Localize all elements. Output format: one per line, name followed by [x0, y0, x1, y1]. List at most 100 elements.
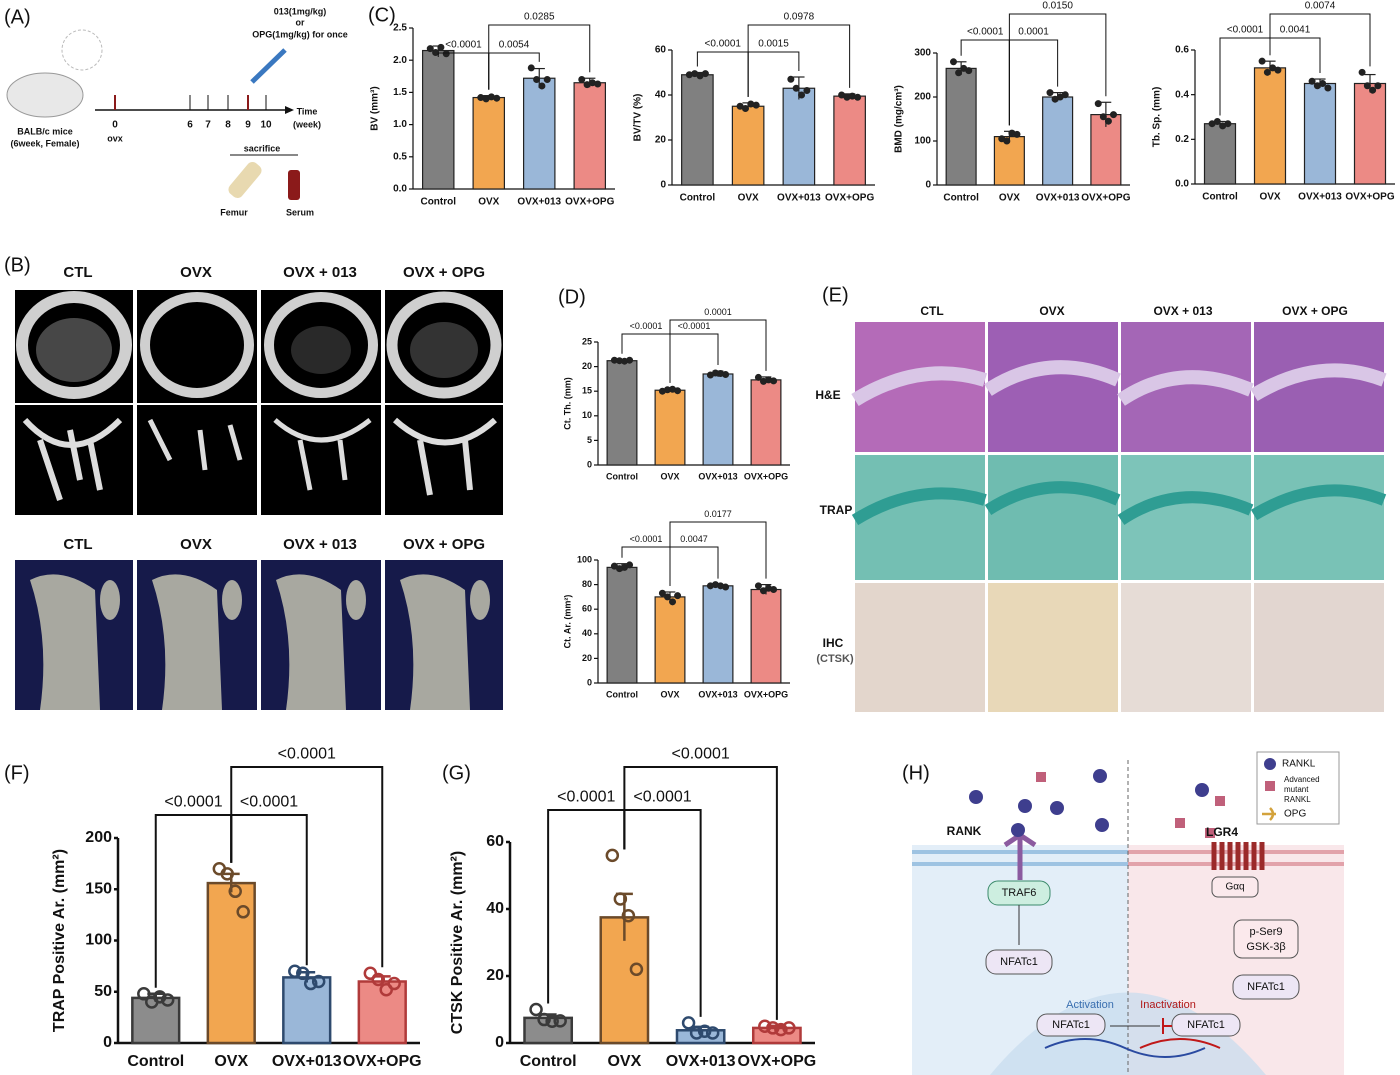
data-point [220, 867, 235, 881]
p-value: 0.0054 [499, 40, 530, 51]
p-value: <0.0001 [240, 793, 298, 810]
data-point [1099, 113, 1107, 121]
node-label: NFATc1 [1247, 981, 1285, 993]
data-point [949, 58, 957, 66]
cortex [140, 292, 254, 398]
bar [993, 136, 1025, 186]
panel-label: (B) [4, 254, 31, 276]
trap-image [988, 455, 1118, 580]
legend-label: RANKL [1284, 795, 1311, 804]
bone [276, 574, 346, 710]
x-tick-label: OVX [999, 193, 1020, 204]
p-value: <0.0001 [967, 27, 1004, 38]
bar [750, 588, 782, 684]
data-point [741, 105, 749, 112]
data-point [754, 373, 762, 381]
bone [152, 574, 222, 710]
y-tick-label: 5 [587, 435, 592, 445]
bone [470, 580, 490, 620]
x-tick-label: OVX+OPG [1345, 192, 1394, 203]
x-tick-label: OVX+013 [517, 197, 561, 208]
bar [731, 105, 765, 186]
y-tick-label: 60 [582, 604, 592, 614]
mutant [1215, 796, 1225, 806]
p-value: <0.0001 [633, 788, 691, 805]
data-point [538, 82, 546, 90]
data-point [527, 64, 535, 72]
data-point [798, 91, 806, 99]
data-point [782, 1021, 796, 1035]
y-tick-label: 40 [655, 90, 667, 101]
x-tick-label: OVX+013 [1298, 192, 1342, 203]
bar-chart: 0 50 100 150 200 TRAP Positive Ar. (mm²) Contr… [51, 745, 421, 1070]
cortex [16, 291, 132, 399]
node-label: NFATc1 [1000, 956, 1038, 968]
bar [681, 74, 714, 186]
y-tick-label: 0 [925, 180, 931, 191]
dna [1139, 1038, 1221, 1049]
arrow [1018, 905, 1160, 1027]
bar [654, 389, 686, 466]
y-tick-label: 20 [582, 653, 592, 663]
x-tick-label: Control [606, 689, 638, 699]
column-label: OVX [180, 536, 212, 553]
column-label: OVX + 013 [1153, 304, 1212, 318]
column-label: CTL [63, 264, 92, 281]
data-point [1263, 68, 1271, 76]
week: 6 [187, 120, 193, 131]
column-label: OVX + 013 [283, 264, 357, 281]
panel-b: CTL OVX OVX + 013 OVX + OPG CTL OVX OVX … [15, 264, 503, 710]
bar [282, 976, 332, 1045]
data-point [803, 87, 811, 94]
cartilage [851, 481, 1387, 526]
panel-label: (G) [442, 762, 471, 784]
x-tick-label: OVX [738, 193, 759, 204]
node-label: NFATc1 [1052, 1019, 1090, 1031]
panel-label: (A) [4, 6, 31, 28]
data-point [955, 69, 963, 77]
bar [1203, 123, 1237, 185]
cartilage [851, 360, 1387, 406]
data-point [752, 101, 760, 109]
y-tick-label: 2.0 [393, 55, 407, 66]
y-tick-label: 20 [486, 967, 504, 984]
y-axis-label: Tb. Sp. (mm) [1152, 87, 1163, 148]
data-point [669, 598, 677, 606]
bar [522, 77, 556, 190]
row-label: H&E [815, 388, 840, 402]
week: 0 [112, 120, 118, 131]
bone [222, 580, 242, 620]
y-tick-label: 100 [914, 136, 931, 147]
bar [1303, 82, 1337, 185]
data-point [432, 48, 440, 56]
data-point [1046, 89, 1054, 97]
mouse-text: (6week, Female) [10, 138, 79, 148]
he-image [988, 322, 1118, 452]
panel-label: (C) [368, 4, 396, 26]
y-tick-label: 60 [486, 833, 504, 850]
bar [782, 87, 816, 186]
p-value: <0.0001 [705, 39, 742, 50]
data-point [1324, 84, 1332, 92]
p-value: 0.0015 [758, 39, 789, 50]
data-point [1013, 130, 1021, 138]
rankl [1018, 799, 1032, 813]
data-point [543, 76, 551, 84]
data-point [626, 356, 634, 364]
rankl [1050, 801, 1064, 815]
bar [1353, 82, 1387, 185]
inactivation-label: Inactivation [1140, 999, 1196, 1011]
data-point [626, 561, 634, 569]
bar [472, 96, 506, 190]
week: 7 [205, 120, 211, 131]
p-value: 0.0285 [524, 12, 555, 23]
significance-bracket [669, 319, 767, 383]
y-tick-label: 100 [577, 554, 592, 564]
y-axis-label: BV/TV (%) [633, 94, 644, 142]
y-tick-label: 200 [914, 92, 931, 103]
significance-bracket [669, 546, 719, 586]
y-tick-label: 100 [85, 932, 112, 949]
y-tick-label: 0.0 [393, 184, 407, 195]
p-value: 0.0001 [704, 307, 732, 317]
